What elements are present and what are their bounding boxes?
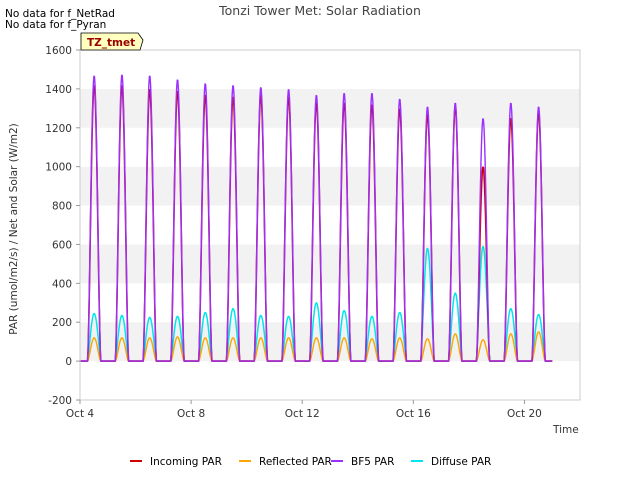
grid-bands (80, 50, 580, 400)
site-label: TZ_tmet (87, 37, 135, 49)
grid-band (80, 322, 580, 362)
no-data-note-netrad: No data for f_NetRad (5, 8, 115, 20)
grid-band (80, 50, 580, 89)
y-tick-label: -200 (48, 395, 72, 407)
grid-band (80, 244, 580, 284)
plot-lines (79, 74, 553, 362)
y-tick-label: 1200 (45, 123, 72, 135)
grid-band (80, 127, 580, 167)
grid-band (80, 283, 580, 323)
no-data-note-pyran: No data for f_Pyran (5, 19, 107, 31)
x-tick-label: Oct 4 (66, 408, 94, 420)
chart-title: Tonzi Tower Met: Solar Radiation (218, 3, 421, 18)
chart-legend: Incoming PAR Reflected PAR BF5 PAR Diffuse … (130, 456, 491, 468)
y-tick-label: 1400 (45, 84, 72, 96)
grid-band (80, 88, 580, 128)
bf5-series-line (79, 74, 553, 362)
legend-label-diffuse: Diffuse PAR (431, 456, 491, 468)
x-axis-label: Time (552, 424, 579, 436)
grid-band (80, 166, 580, 206)
x-tick-label: Oct 16 (396, 408, 431, 420)
y-tick-label: 1600 (45, 45, 72, 57)
y-axis-ticks: -200 0 200 400 600 800 1000 1200 1400 1600 (45, 45, 80, 407)
x-tick-label: Oct 12 (285, 408, 320, 420)
y-tick-label: 800 (52, 201, 72, 213)
grid-band (80, 361, 580, 400)
legend-label-reflected: Reflected PAR (259, 456, 332, 468)
y-tick-label: 600 (52, 239, 72, 251)
y-tick-label: 1000 (45, 162, 72, 174)
y-axis-label: PAR (umol/m2/s) / Net and Solar (W/m2) (8, 123, 20, 335)
x-tick-label: Oct 20 (507, 408, 542, 420)
plot-frame (79, 49, 581, 401)
x-axis-ticks: Oct 4 Oct 8 Oct 12 Oct 16 Oct 20 (66, 400, 542, 420)
y-tick-label: 400 (52, 278, 72, 290)
legend-label-bf5: BF5 PAR (351, 456, 394, 468)
legend-label-incoming: Incoming PAR (150, 456, 222, 468)
grid-band (80, 205, 580, 245)
y-tick-label: 0 (65, 356, 72, 368)
site-label-box: TZ_tmet (80, 32, 144, 51)
x-tick-label: Oct 8 (177, 408, 205, 420)
y-tick-label: 200 (52, 317, 72, 329)
